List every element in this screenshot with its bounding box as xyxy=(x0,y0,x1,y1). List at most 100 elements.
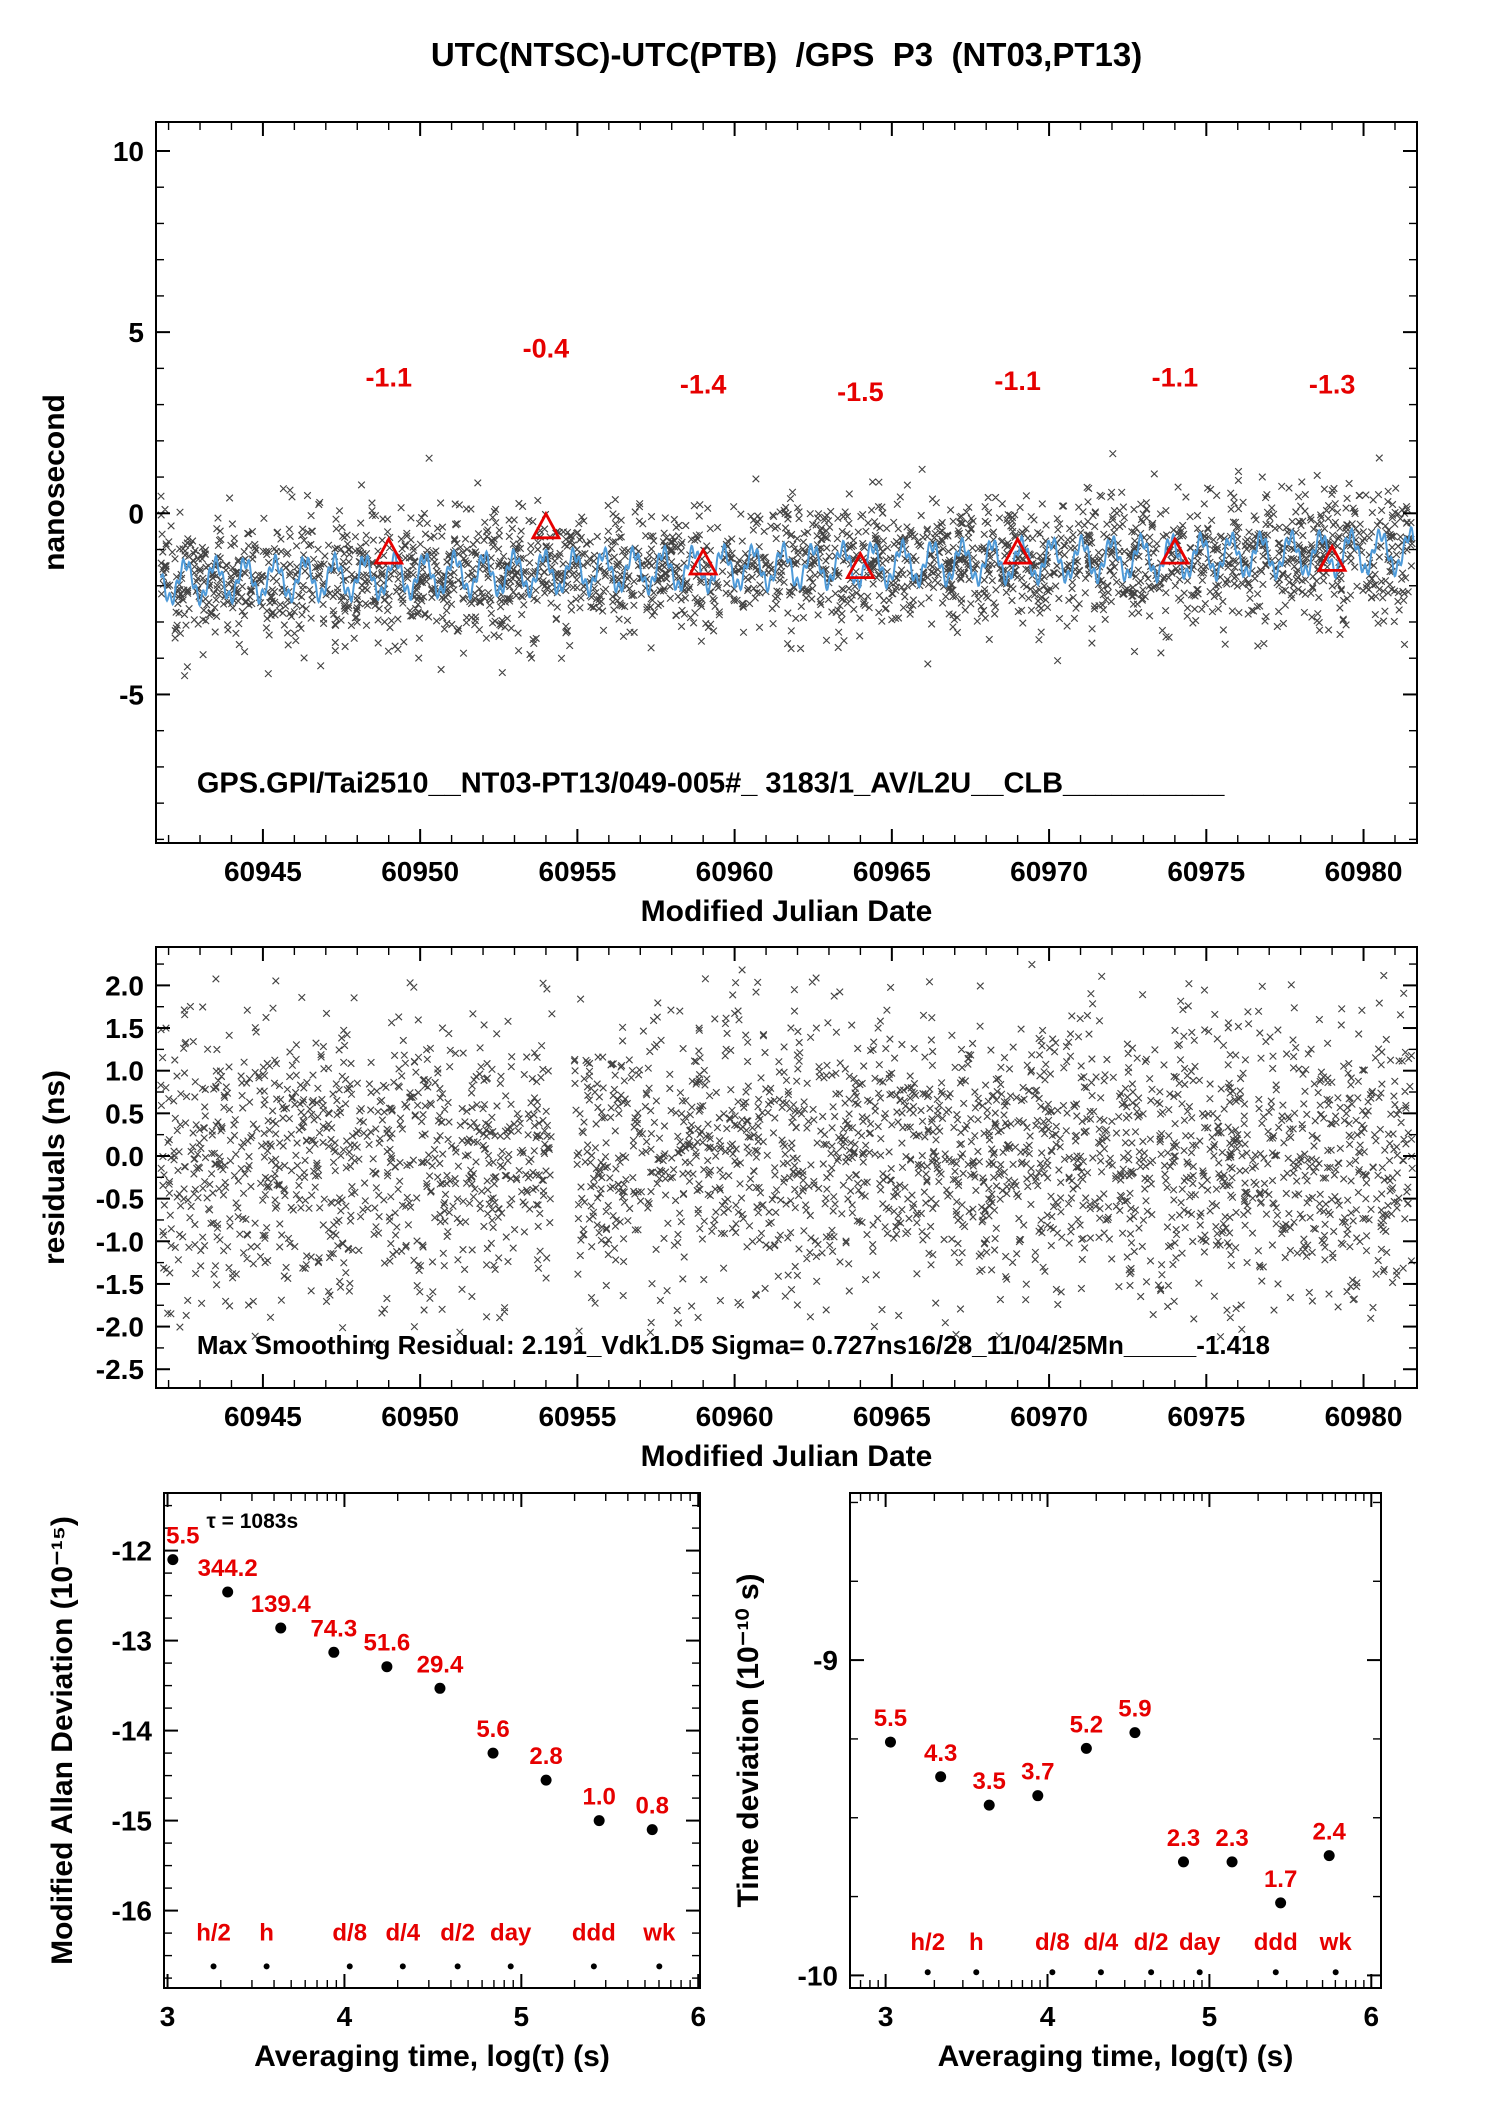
mdev_plot-ytick-label: -16 xyxy=(112,1896,152,1927)
residual_plot-xtick-label: 60970 xyxy=(1010,1401,1088,1432)
daily-value-label: -1.1 xyxy=(1152,362,1199,392)
tdev_plot-point-label: 2.3 xyxy=(1167,1825,1200,1852)
smoothed-line xyxy=(159,525,1415,608)
residual_plot-ytick-label: -2.5 xyxy=(96,1354,144,1385)
daily-value-label: -1.3 xyxy=(1309,370,1356,400)
tdev_plot-data-point xyxy=(1323,1850,1335,1862)
tau-interval-label: d/2 xyxy=(1134,1929,1169,1956)
tau-interval-dot xyxy=(210,1963,217,1970)
mdev_plot-xtick-label: 6 xyxy=(690,2001,706,2032)
residual_plot-ytick-label: 0.0 xyxy=(105,1141,144,1172)
mdev_plot-data-point xyxy=(275,1622,287,1634)
tdev_plot-point-label: 2.3 xyxy=(1215,1825,1248,1852)
mdev_plot-annotation: τ = 1083s xyxy=(206,1510,298,1533)
tau-interval-dot xyxy=(346,1963,353,1970)
mdev_plot-point-label: 139.4 xyxy=(251,1591,312,1618)
phase_plot-xtick-label: 60970 xyxy=(1010,856,1088,887)
residual_plot-scatter-points xyxy=(157,960,1416,1350)
residual_plot-ytick-label: -2.0 xyxy=(96,1312,144,1343)
tdev_plot-data-point xyxy=(935,1771,947,1783)
tau-interval-label: d/2 xyxy=(440,1919,475,1946)
residual_plot-xtick-label: 60955 xyxy=(538,1401,616,1432)
tau-interval-label: ddd xyxy=(572,1919,616,1946)
tdev_plot-point-label: 5.9 xyxy=(1118,1696,1151,1723)
mdev_plot-y-axis-title: Modified Allan Deviation (10⁻¹⁵) xyxy=(46,1516,79,1965)
tdev_plot-xtick-label: 6 xyxy=(1363,2001,1379,2032)
tdev_plot-point-label: 3.5 xyxy=(973,1768,1006,1795)
mdev_plot-point-label: 74.3 xyxy=(310,1615,357,1642)
mdev_plot-ytick-label: -14 xyxy=(112,1716,153,1747)
tau-interval-dot xyxy=(1097,1969,1104,1976)
tdev_plot-data-point xyxy=(1275,1897,1287,1909)
mdev_plot-data-point xyxy=(540,1774,552,1786)
daily-value-label: -1.1 xyxy=(365,362,412,392)
tdev_plot-point-label: 5.2 xyxy=(1070,1711,1103,1738)
residual_plot-ytick-label: 0.5 xyxy=(105,1098,144,1129)
tau-interval-label: day xyxy=(1179,1929,1221,1956)
mdev_plot-ytick-label: -15 xyxy=(112,1806,152,1837)
tau-interval-dot xyxy=(507,1963,514,1970)
mdev_plot-data-point xyxy=(381,1661,393,1673)
mdev_plot-data-point xyxy=(487,1747,499,1759)
residual_plot-xtick-label: 60945 xyxy=(224,1401,302,1432)
tdev_plot-data-point xyxy=(1080,1742,1092,1754)
tdev_plot-point-label: 5.5 xyxy=(874,1705,907,1732)
page-title: UTC(NTSC)-UTC(PTB) /GPS P3 (NT03,PT13) xyxy=(430,36,1143,73)
daily-value-triangle xyxy=(530,510,562,540)
residual_plot-frame xyxy=(155,946,1418,1389)
residuals-plot: 60945 60950 60955 60960 60965 60970 60975 60980… xyxy=(38,946,1418,1473)
daily-value-label: -0.4 xyxy=(523,334,570,364)
tau-interval-label: d/4 xyxy=(385,1919,420,1946)
tau-interval-label: d/8 xyxy=(332,1919,367,1946)
tdev_plot-data-point xyxy=(983,1799,995,1811)
tau-interval-label: day xyxy=(490,1919,532,1946)
tau-interval-dot xyxy=(590,1963,597,1970)
phase_plot-x-axis-title: Modified Julian Date xyxy=(641,895,933,928)
tdev_plot-data-point xyxy=(1032,1790,1044,1802)
mdev_plot-xtick-label: 5 xyxy=(514,2001,530,2032)
modified-allan-deviation-plot: 3 4 5 6 -12 -13 -14 -15 -16 Averaging time, log(τ… xyxy=(46,1492,706,2073)
residual_plot-xtick-label: 60950 xyxy=(381,1401,459,1432)
mdev_plot-xtick-label: 4 xyxy=(337,2001,353,2032)
daily-value-triangle xyxy=(373,536,405,565)
phase_plot-y-axis-title: nanosecond xyxy=(38,394,71,571)
tdev_plot-xtick-label: 3 xyxy=(878,2001,894,2032)
tau-interval-dot xyxy=(263,1963,270,1970)
tdev_plot-frame xyxy=(849,1492,1382,1989)
mdev_plot-data-point xyxy=(593,1815,605,1827)
tau-interval-label: ddd xyxy=(1254,1929,1298,1956)
daily-value-triangle xyxy=(687,547,719,576)
daily-value-label: -1.1 xyxy=(994,366,1041,396)
tdev_plot-xtick-label: 4 xyxy=(1040,2001,1056,2032)
daily-value-triangle xyxy=(1159,536,1191,565)
residual_plot-ytick-label: -0.5 xyxy=(96,1184,144,1215)
tdev_plot-ytick-label: -9 xyxy=(813,1645,838,1676)
tau-interval-dot xyxy=(1049,1969,1056,1976)
tdev_plot-data-point xyxy=(884,1736,896,1748)
daily-value-label: -1.5 xyxy=(837,377,884,407)
mdev_plot-point-label: 344.2 xyxy=(198,1555,258,1582)
daily-value-label: -1.4 xyxy=(680,370,727,400)
mdev_plot-ytick-label: -12 xyxy=(112,1536,152,1567)
residual_plot-ytick-label: 1.0 xyxy=(105,1056,144,1087)
tau-interval-dot xyxy=(1196,1969,1203,1976)
mdev_plot-data-point xyxy=(167,1554,179,1566)
mdev_plot-point-label: 5.5 xyxy=(166,1523,199,1550)
phase_plot-xtick-label: 60960 xyxy=(696,856,774,887)
phase_plot-frame xyxy=(155,121,1418,844)
residual_plot-y-axis-title: residuals (ns) xyxy=(38,1070,71,1265)
mdev_plot-point-label: 1.0 xyxy=(582,1784,615,1811)
tdev_plot-point-label: 1.7 xyxy=(1264,1866,1297,1893)
mdev_plot-point-label: 0.8 xyxy=(636,1793,669,1820)
mdev_plot-point-label: 51.6 xyxy=(364,1630,411,1657)
phase_plot-ytick-label: 5 xyxy=(128,317,144,348)
daily-value-triangle xyxy=(1316,543,1348,572)
phase_plot-xtick-label: 60980 xyxy=(1325,856,1403,887)
mdev_plot-ytick-label: -13 xyxy=(112,1626,152,1657)
mdev_plot-data-point xyxy=(222,1586,234,1598)
phase_plot-ytick-label: 0 xyxy=(128,498,144,529)
tau-interval-label: h/2 xyxy=(196,1919,231,1946)
tdev_plot-ytick-label: -10 xyxy=(798,1960,838,1991)
tau-interval-label: h/2 xyxy=(910,1929,945,1956)
